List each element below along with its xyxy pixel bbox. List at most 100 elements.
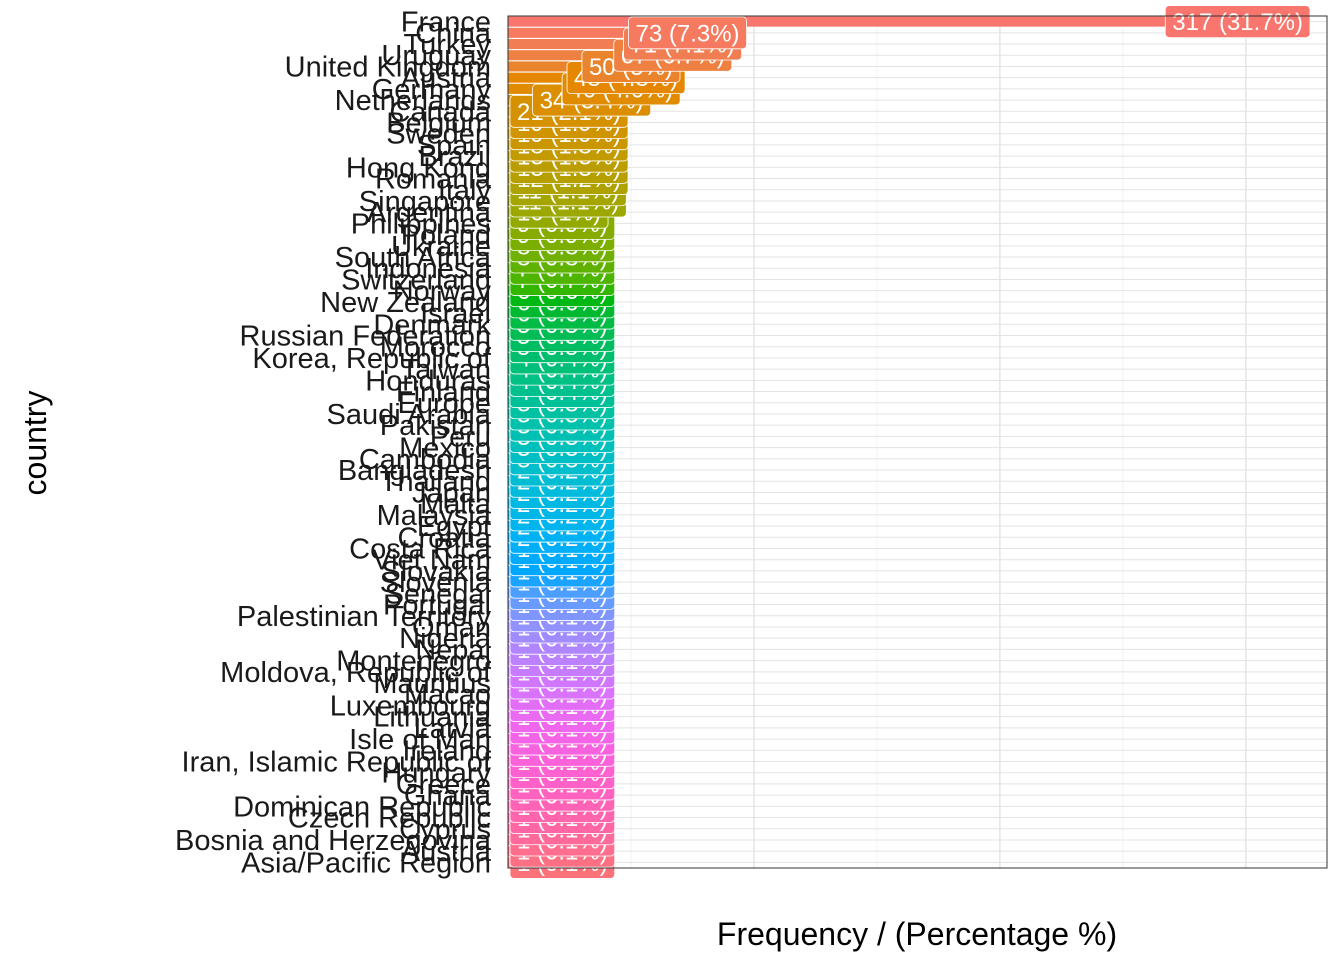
category-label: Ireland — [402, 735, 491, 767]
category-label: Europe — [397, 388, 491, 420]
category-label: Belgium — [386, 108, 491, 140]
data-label-box — [1164, 5, 1311, 39]
bar — [508, 644, 511, 655]
category-label: New Zealand — [320, 287, 491, 319]
category-label: Asia/Pacific Region — [241, 847, 491, 879]
category-label: Bosnia and Herzegovina — [175, 825, 492, 857]
bar — [508, 588, 511, 599]
category-label: Turkey — [403, 29, 491, 61]
y-axis-title: country — [17, 391, 53, 496]
category-label: Isle of Man — [349, 724, 491, 756]
data-label: 73 (7.3%) — [628, 16, 747, 50]
category-label: Ghana — [404, 780, 492, 812]
category-label: Nepal — [415, 634, 491, 666]
bar — [508, 621, 511, 633]
category-label: Moldova, Republic of — [220, 657, 492, 689]
category-label: Honduras — [365, 365, 491, 397]
bar — [508, 16, 1288, 27]
category-label: Philippines — [351, 208, 491, 240]
category-label: Sweden — [386, 119, 491, 151]
bar — [508, 599, 511, 610]
category-label: Macao — [404, 679, 491, 711]
category-label: Switzerland — [341, 264, 491, 296]
category-label: Thailand — [380, 466, 491, 498]
category-label: Slovenia — [380, 567, 492, 599]
category-label: Russian Federation — [240, 321, 491, 353]
bar — [508, 577, 511, 588]
category-label: Malaysia — [377, 500, 492, 532]
category-label: Viet Nam — [372, 545, 491, 577]
category-label: Ukraine — [391, 231, 491, 263]
bar — [508, 778, 511, 789]
data-label-text: 73 (7.3%) — [636, 20, 740, 47]
bar — [508, 790, 511, 801]
category-label: Latvia — [414, 713, 492, 745]
bar — [508, 801, 511, 812]
category-label: Argentina — [367, 197, 492, 229]
bar — [508, 666, 511, 677]
category-label: United Kingdom — [285, 51, 491, 83]
x-axis-title: Frequency / (Percentage %) — [717, 916, 1117, 952]
category-label: Cambodia — [359, 444, 492, 476]
bar — [508, 834, 511, 846]
panel-border — [507, 15, 1328, 869]
category-label: Peru — [430, 421, 491, 453]
category-label: France — [401, 7, 491, 39]
category-label: Italy — [438, 175, 492, 207]
bar — [508, 767, 511, 778]
bar — [508, 38, 683, 50]
category-label: Norway — [393, 276, 492, 308]
bar — [508, 655, 511, 666]
category-label: Oman — [412, 612, 491, 644]
category-label: Canada — [389, 96, 491, 128]
category-label: Finland — [396, 377, 491, 409]
category-label: Israel — [420, 298, 491, 330]
data-label-text: 317 (31.7%) — [1172, 9, 1303, 36]
bar — [508, 756, 511, 767]
bar — [508, 565, 511, 576]
bar — [508, 711, 511, 722]
category-label: Czech Republic — [288, 803, 491, 835]
data-label: 317 (31.7%) — [1164, 5, 1311, 39]
category-label: Cyprus — [399, 814, 491, 846]
category-label: China — [415, 18, 492, 50]
category-label: Taiwan — [401, 354, 491, 386]
bar — [508, 677, 511, 689]
grid-lines — [507, 16, 1327, 868]
bar — [508, 633, 511, 644]
category-label: Egypt — [417, 511, 491, 543]
data-label-box — [628, 16, 747, 50]
category-label: Slovakia — [381, 556, 491, 588]
bar — [508, 734, 511, 745]
bar — [508, 27, 688, 38]
category-label: Lithuania — [373, 702, 492, 734]
category-label: Uruguay — [381, 40, 491, 72]
category-label: Iran, Islamic Republic of — [182, 747, 492, 779]
category-label: Indonesia — [365, 253, 492, 285]
category-label: Hong Kong — [346, 152, 491, 184]
bar — [508, 722, 511, 733]
category-label: Mexico — [399, 433, 491, 465]
bar — [508, 610, 511, 621]
category-label: Senegal — [385, 578, 491, 610]
category-label: Romania — [375, 164, 492, 196]
category-label: Denmark — [373, 309, 491, 341]
category-label: Palestinian Territory — [237, 601, 492, 633]
category-label: Poland — [401, 220, 491, 252]
data-labels: 1 (0.1%)1 (0.1%)1 (0.1%)1 (0.1%)1 (0.1%)… — [509, 5, 1311, 879]
bar — [508, 700, 511, 711]
bar — [508, 554, 511, 565]
category-label: Spain — [417, 130, 491, 162]
category-label: Saudi Arabia — [327, 399, 492, 431]
category-label: Montenegro — [336, 646, 491, 678]
category-label: Bangladesh — [338, 455, 491, 487]
category-label: Germany — [372, 74, 492, 106]
category-label: Singapore — [359, 186, 491, 218]
category-label: Japan — [412, 477, 491, 509]
category-label: Netherlands — [335, 85, 491, 117]
bar — [508, 745, 511, 756]
category-label: Dominican Republic — [233, 791, 491, 823]
category-label: Morocco — [380, 332, 491, 364]
category-label: Korea, Republic of — [252, 343, 492, 375]
